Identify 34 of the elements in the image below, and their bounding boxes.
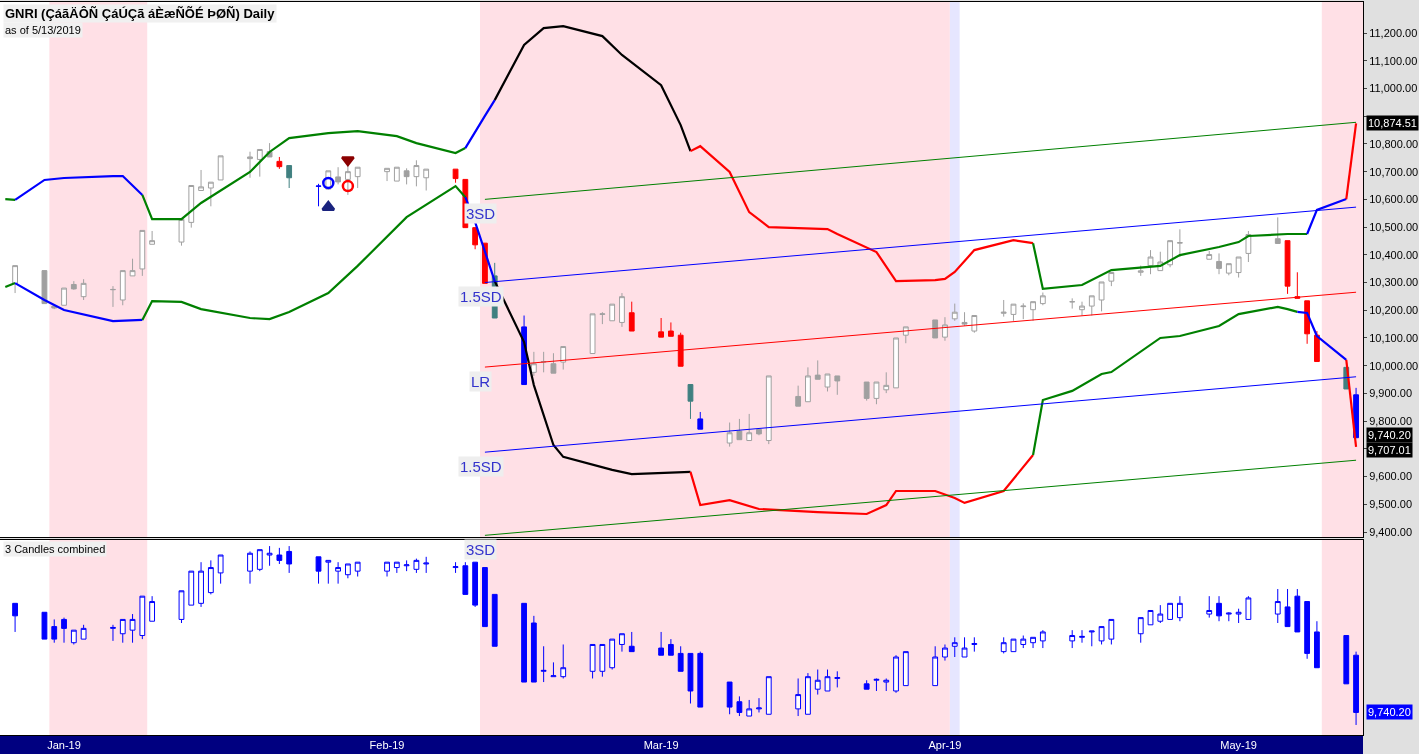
annotation: 10,874.51 [1368,117,1417,129]
y-tick-label: 9,400.00 [1369,525,1413,538]
y-tick-label: 10,700.00 [1369,165,1419,178]
text: as of 5/13/2019 [5,24,81,36]
y-tick-label: 11,100.00 [1369,54,1418,67]
y-tick-label: 11,200.00 [1369,26,1418,39]
x-tick-label: Mar-19 [643,739,679,752]
annotation: 9,707.01 [1368,444,1411,456]
annotation: 9,740.20 [1368,706,1411,718]
y-tick-label: 10,800.00 [1369,137,1419,150]
chart-title: 3 Candles combined [5,543,106,555]
y-tick-label: 10,300.00 [1369,276,1419,289]
y-tick-label: 10,100.00 [1369,331,1419,344]
y-tick-label: 9,900.00 [1369,387,1413,400]
y-tick-label: 9,600.00 [1369,470,1413,483]
series-label: 1.5SD [460,458,502,475]
series-label: LR [471,373,491,390]
y-tick-label: 10,500.00 [1369,220,1419,233]
x-tick-label: Jan-19 [47,739,81,752]
y-tick-label: 10,200.00 [1369,304,1419,317]
x-tick-label: May-19 [1220,739,1257,752]
y-tick-label: 9,500.00 [1369,498,1413,511]
y-tick-label: 10,400.00 [1369,248,1419,261]
series-label: 1.5SD [460,288,502,305]
series-label: 3SD [466,541,496,558]
y-tick-label: 10,000.00 [1369,359,1419,372]
x-tick-label: Feb-19 [369,739,405,752]
annotation: 9,740.20 [1368,429,1411,441]
y-tick-label: 11,000.00 [1369,82,1418,95]
y-tick-label: 9,800.00 [1369,414,1413,427]
chart-title: GNRI (ÇáãÄÔÑ ÇáÚÇã áÈæÑÕÉ ÞØÑ) Daily [5,6,276,21]
series-label: 3SD [466,205,496,222]
x-tick-label: Apr-19 [928,739,962,752]
y-tick-label: 10,600.00 [1369,193,1419,206]
